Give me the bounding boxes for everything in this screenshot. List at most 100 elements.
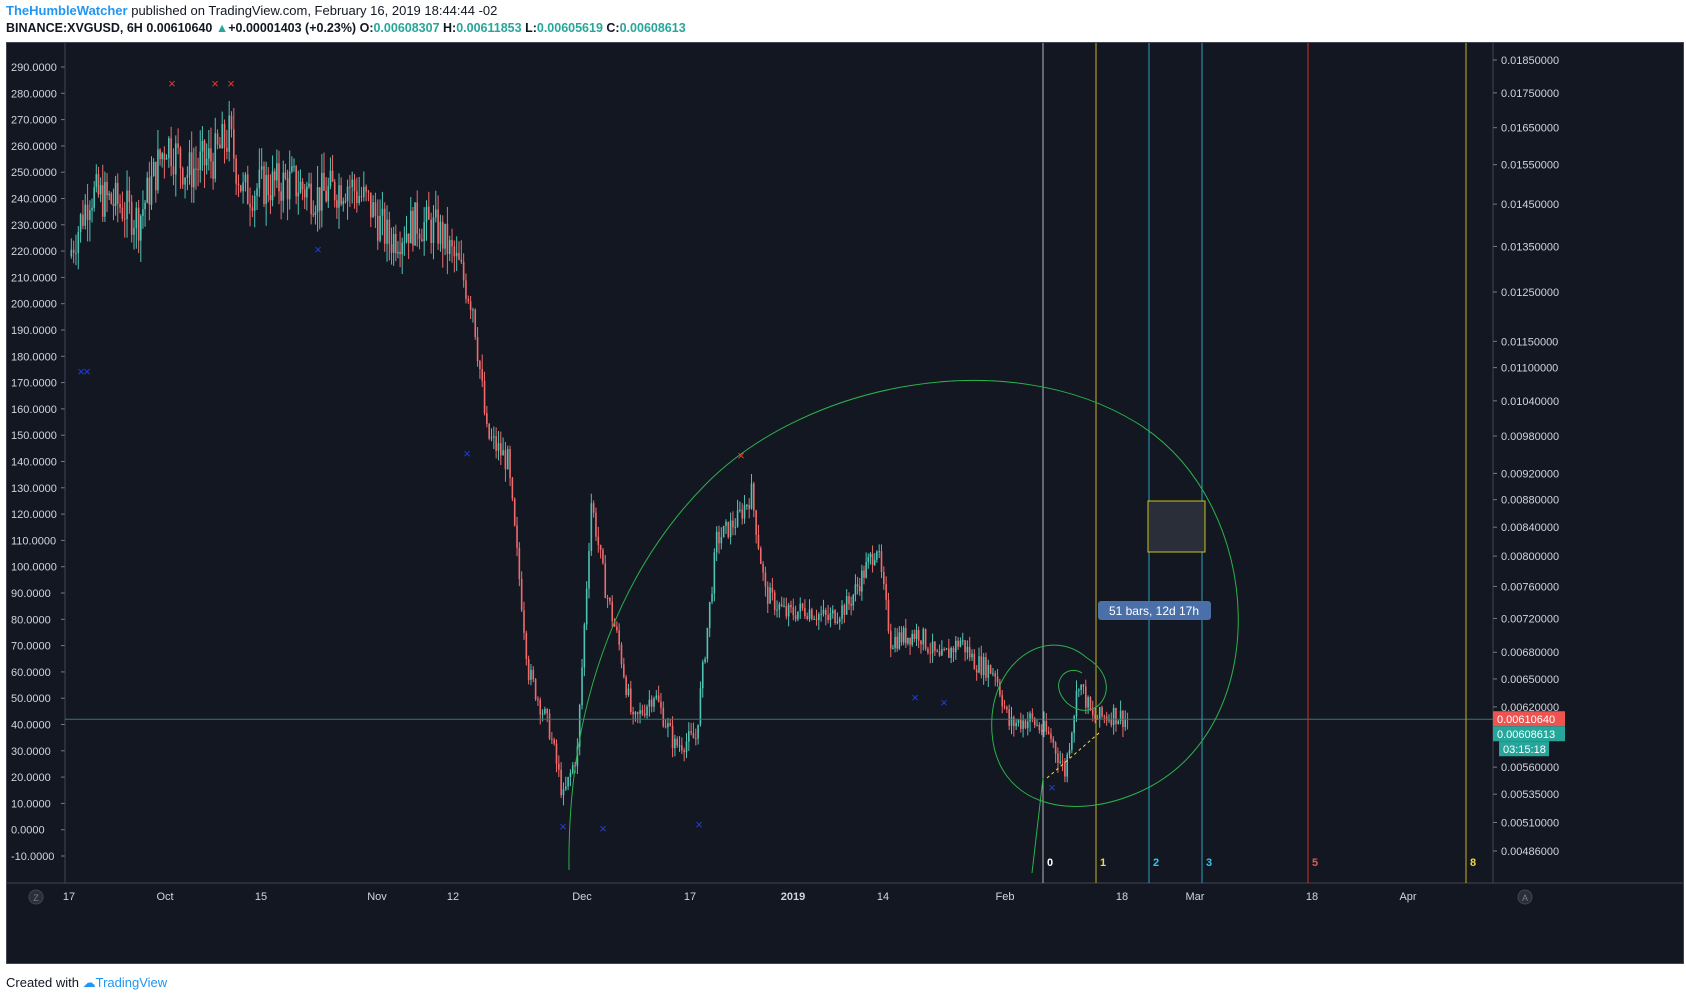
candle-body xyxy=(634,712,637,715)
candle-body xyxy=(329,170,332,186)
candle-body xyxy=(154,161,157,191)
candle-body xyxy=(852,594,855,606)
tradingview-logo-icon[interactable]: ☁ xyxy=(82,975,96,990)
candle-body xyxy=(168,138,170,159)
candle-body xyxy=(743,505,746,519)
candle-body xyxy=(301,181,304,190)
chart-pane[interactable]: 290.0000 280.0000 270.0000 260.0000 250.0000… xyxy=(6,42,1684,964)
z-button-icon[interactable] xyxy=(28,889,44,905)
right-axis-label: 0.00620000 xyxy=(1501,702,1559,714)
candle-body xyxy=(121,207,124,219)
candle-body xyxy=(106,181,108,196)
candle-body xyxy=(397,251,399,254)
right-axis-label: 0.00510000 xyxy=(1501,817,1559,829)
candle-body xyxy=(1050,733,1052,739)
candle-body xyxy=(936,650,939,652)
candle-body xyxy=(1089,697,1092,710)
candle-body xyxy=(674,738,676,749)
right-axis-label: 0.01850000 xyxy=(1501,55,1559,67)
candle-body xyxy=(850,603,852,606)
auto-scale-button-icon[interactable] xyxy=(1517,889,1533,905)
candle-body xyxy=(530,669,532,680)
candle-body xyxy=(863,570,865,578)
candle-body xyxy=(548,713,551,739)
candle-body xyxy=(260,166,263,170)
candle-body xyxy=(405,233,408,242)
candle-body xyxy=(448,239,451,254)
candle-body xyxy=(513,498,516,526)
chart-svg[interactable]: 290.0000280.0000270.0000260.0000250.0000… xyxy=(7,43,1683,963)
candle-body xyxy=(838,618,841,622)
candle-body xyxy=(502,450,504,456)
candle-body xyxy=(769,587,771,604)
candle-body xyxy=(1103,716,1106,718)
candle-body xyxy=(392,234,395,253)
x-axis-label: 12 xyxy=(447,891,459,903)
candle-body xyxy=(562,789,565,796)
last-price: 0.00610640 xyxy=(146,21,213,35)
candle-body xyxy=(321,172,323,211)
candle-body xyxy=(161,153,164,160)
candle-body xyxy=(950,647,952,658)
candle-body xyxy=(678,745,681,747)
candle-body xyxy=(753,483,755,511)
auto-scale-button[interactable]: A xyxy=(1522,893,1528,903)
candle-body xyxy=(323,172,325,191)
close-label: C: xyxy=(606,21,620,35)
candle-body xyxy=(509,449,511,478)
left-axis-label: 40.0000 xyxy=(11,720,51,732)
tradingview-link[interactable]: TradingView xyxy=(95,975,168,990)
x-axis-label: 17 xyxy=(684,891,696,903)
candle-body xyxy=(72,249,75,253)
candle-body xyxy=(432,217,435,244)
candle-body xyxy=(818,614,820,621)
candle-body xyxy=(497,443,500,451)
candle-body xyxy=(216,133,219,145)
candle-body xyxy=(1022,720,1024,729)
candle-body xyxy=(813,618,815,620)
candle-body xyxy=(978,656,980,673)
candle-body xyxy=(474,309,477,338)
candle-body xyxy=(82,214,84,226)
fib-spiral-outer xyxy=(568,380,1239,871)
candle-body xyxy=(193,168,195,188)
candle-body xyxy=(902,627,905,643)
z-button[interactable]: Z xyxy=(33,893,39,903)
candle-body xyxy=(399,251,401,255)
candle-body xyxy=(493,436,495,438)
candle-body xyxy=(376,216,379,241)
candle-body xyxy=(667,723,669,728)
candle-body xyxy=(941,649,943,656)
left-axis-label: 70.0000 xyxy=(11,641,51,653)
candle-body xyxy=(230,115,233,130)
pivot-low-marker: × xyxy=(83,364,91,379)
author-link[interactable]: TheHumbleWatcher xyxy=(6,3,128,18)
candle-body xyxy=(778,604,781,610)
candle-body xyxy=(845,596,848,615)
candle-body xyxy=(996,676,999,683)
candle-body xyxy=(718,531,720,544)
candle-body xyxy=(648,699,651,707)
candle-body xyxy=(831,610,834,614)
candle-body xyxy=(1082,684,1085,687)
candle-body xyxy=(766,586,769,604)
candle-body xyxy=(1008,709,1010,726)
candle-body xyxy=(172,166,175,175)
x-axis-label: Feb xyxy=(996,891,1015,903)
pivot-low-marker: × xyxy=(463,446,471,461)
candle-body xyxy=(367,191,370,193)
candle-body xyxy=(379,215,381,241)
right-axis-label: 0.01750000 xyxy=(1501,88,1559,100)
candle-body xyxy=(99,185,102,195)
candle-body xyxy=(790,604,792,608)
close-value: 0.00608613 xyxy=(619,21,686,35)
candle-body xyxy=(771,587,774,593)
candle-body xyxy=(865,562,867,578)
candle-body xyxy=(205,158,208,166)
candle-body xyxy=(112,203,115,206)
right-axis-label: 0.01350000 xyxy=(1501,241,1559,253)
left-axis-label: 140.0000 xyxy=(11,457,57,469)
candle-body xyxy=(1031,713,1034,719)
candle-body xyxy=(263,166,265,205)
candle-body xyxy=(532,669,535,680)
